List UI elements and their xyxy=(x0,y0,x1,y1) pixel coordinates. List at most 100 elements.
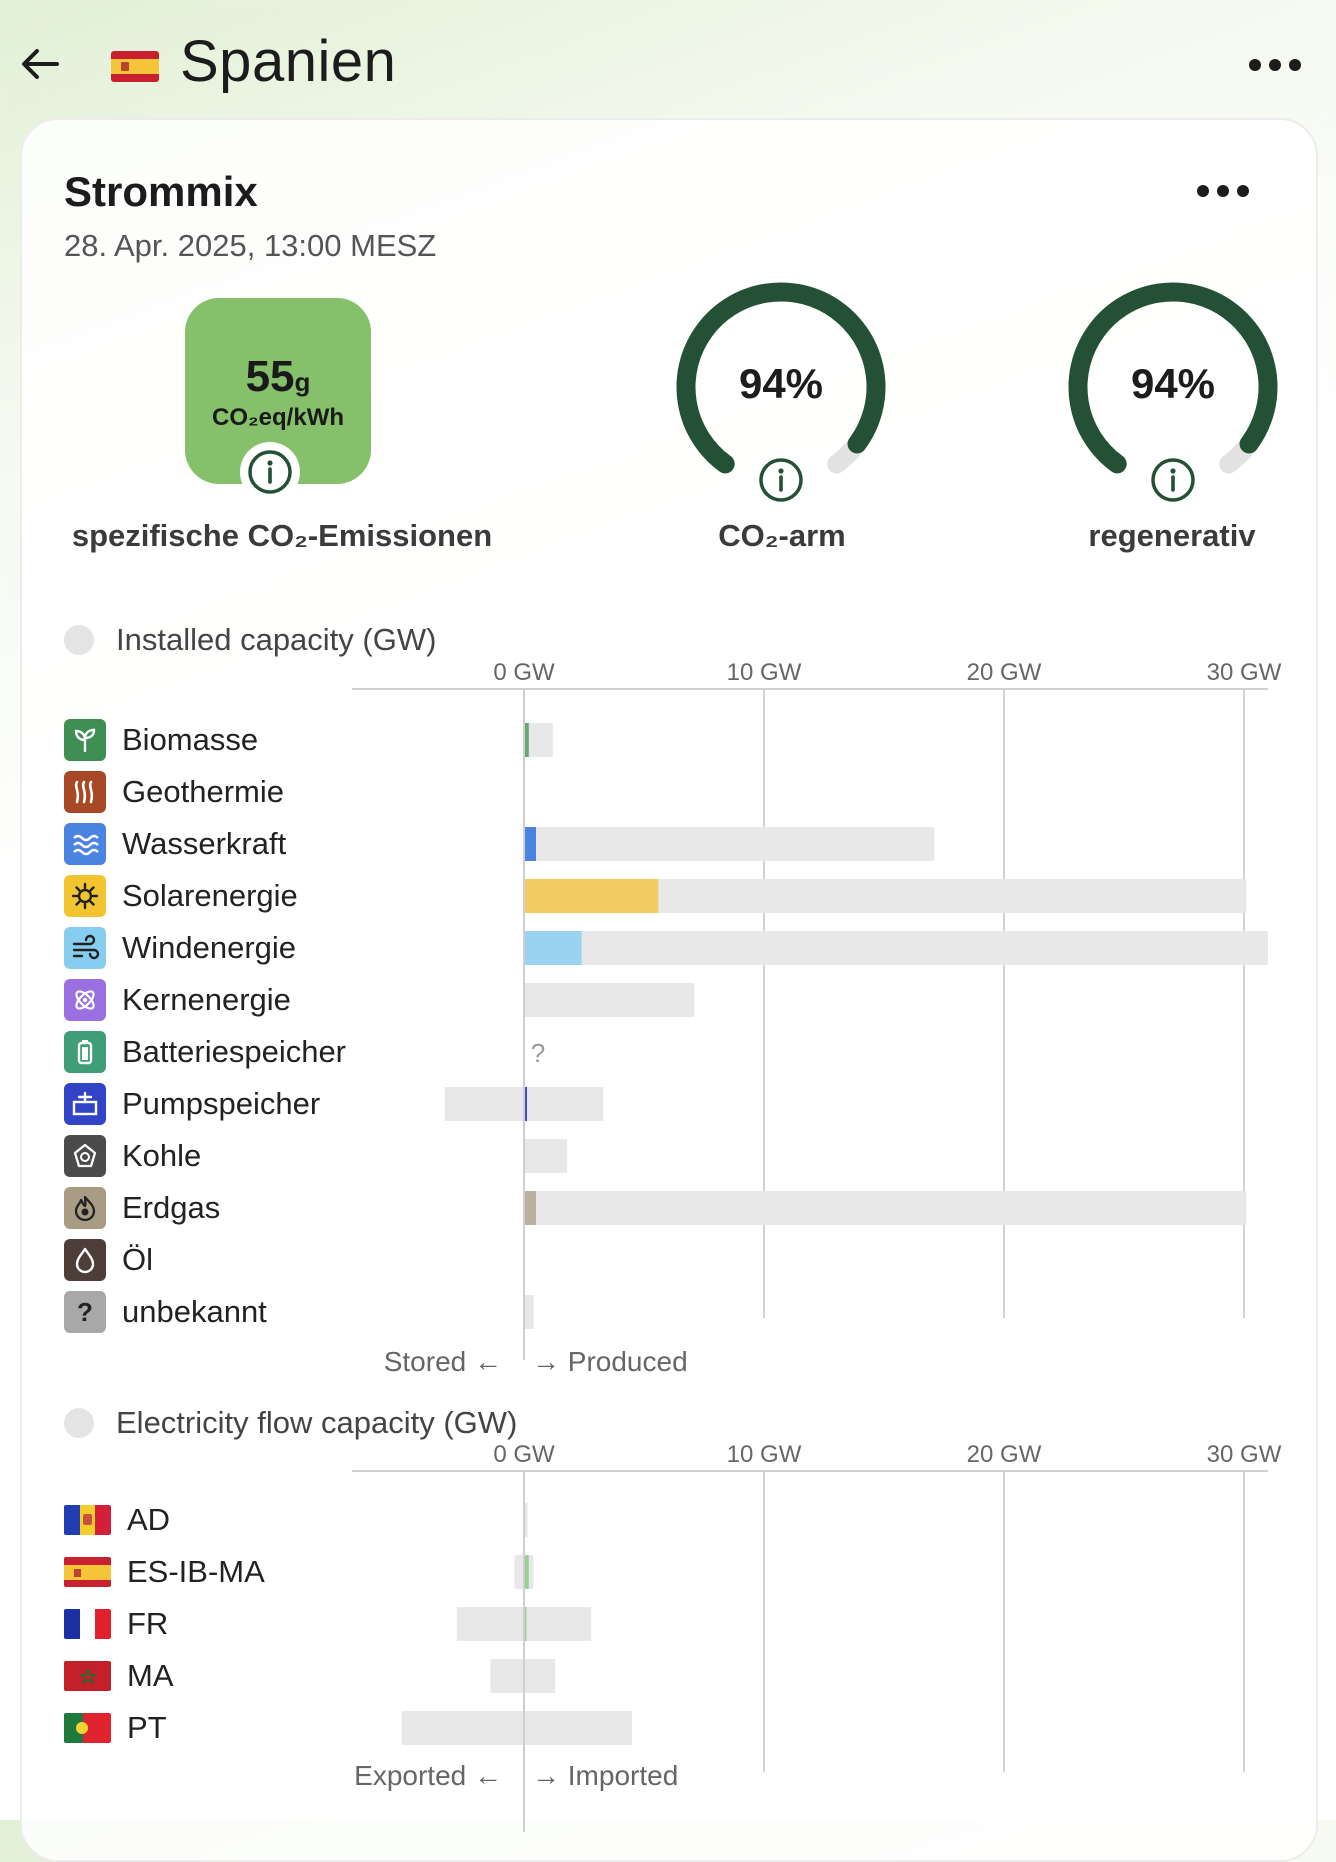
tick-label: 20 GW xyxy=(967,660,1042,686)
source-row-gas: Erdgas xyxy=(64,1186,220,1230)
source-label: Biomasse xyxy=(122,722,259,757)
page-title: Spanien xyxy=(180,29,397,94)
tick-label: 10 GW xyxy=(727,660,802,686)
import-bar xyxy=(524,1503,528,1537)
installed-capacity-chart: 0 GW 10 GW 20 GW 30 GW? xyxy=(352,660,1282,1360)
radio-button[interactable] xyxy=(64,1408,94,1438)
card-more-button[interactable] xyxy=(1188,166,1258,216)
installed-bar xyxy=(524,1295,534,1329)
emissions-info-button[interactable] xyxy=(240,442,300,502)
card-timestamp: 28. Apr. 2025, 13:00 MESZ xyxy=(64,228,437,263)
country-row-ma: MA xyxy=(64,1654,174,1698)
low-carbon-gauge xyxy=(676,282,886,482)
export-bar xyxy=(514,1555,524,1589)
source-row-wind: Windenergie xyxy=(64,926,296,970)
export-bar xyxy=(490,1659,524,1693)
source-label: Solarenergie xyxy=(122,878,298,913)
export-bar xyxy=(456,1607,524,1641)
country-label: AD xyxy=(127,1502,171,1537)
more-icon xyxy=(1197,185,1249,197)
app-header: Spanien xyxy=(0,0,1336,120)
renewable-label: regenerativ xyxy=(1088,518,1256,553)
electricity-mix-card: Strommix 28. Apr. 2025, 13:00 MESZ 55g C… xyxy=(20,118,1318,1862)
country-label: MA xyxy=(127,1658,174,1693)
back-arrow-icon xyxy=(22,49,59,79)
installed-bar xyxy=(524,827,935,861)
pumped-storage-icon xyxy=(64,1083,106,1125)
stored-bar xyxy=(444,1087,524,1121)
source-label: Kernenergie xyxy=(122,982,291,1017)
source-label: Geothermie xyxy=(122,774,284,809)
produced-bar xyxy=(524,723,529,757)
back-button[interactable] xyxy=(14,36,66,92)
produced-bar xyxy=(524,1191,536,1225)
tick-label: 0 GW xyxy=(493,660,555,686)
source-row-biomass: Biomasse xyxy=(64,718,258,762)
tick-label: 0 GW xyxy=(493,1442,555,1468)
country-row-fr: FR xyxy=(64,1602,168,1646)
renewable-gauge xyxy=(1068,282,1278,482)
emissions-value: 55 xyxy=(245,352,295,401)
country-row-pt: PT xyxy=(64,1706,167,1750)
info-icon xyxy=(1151,458,1195,502)
source-row-battery: Batteriespeicher xyxy=(64,1030,346,1074)
source-label: Batteriespeicher xyxy=(122,1034,347,1069)
source-row-solar: Solarenergie xyxy=(64,874,298,918)
source-row-unknown: ? unbekannt xyxy=(64,1290,267,1334)
import-bar xyxy=(524,1659,556,1693)
source-label: Wasserkraft xyxy=(122,826,287,861)
info-icon xyxy=(759,458,803,502)
renewable-info-button[interactable] xyxy=(1143,450,1203,510)
spain-flag-icon xyxy=(111,51,159,82)
flow-capacity-heading: Electricity flow capacity (GW) xyxy=(116,1405,518,1440)
emissions-label: spezifische CO₂-Emissionen xyxy=(71,518,493,553)
source-row-nuclear: Kernenergie xyxy=(64,978,291,1022)
radio-button[interactable] xyxy=(64,625,94,655)
oil-drop-icon xyxy=(64,1239,106,1281)
flow-capacity-toggle[interactable]: Electricity flow capacity (GW) xyxy=(64,1405,517,1441)
battery-icon xyxy=(64,1031,106,1073)
tick-label: 30 GW xyxy=(1207,660,1282,686)
installed-bar xyxy=(524,983,695,1017)
low-carbon-info-button[interactable] xyxy=(751,450,811,510)
andorra-flag-icon xyxy=(64,1505,111,1535)
export-bar xyxy=(401,1711,524,1745)
imported-note: → Imported xyxy=(532,1760,679,1791)
flow-bar xyxy=(524,1555,529,1589)
produced-bar xyxy=(524,931,582,965)
more-icon xyxy=(1249,59,1301,71)
produced-bar xyxy=(524,827,536,861)
low-carbon-value: 94% xyxy=(738,360,824,407)
country-label: ES-IB-MA xyxy=(127,1554,265,1589)
exported-note: Exported ← xyxy=(354,1760,502,1791)
coal-icon xyxy=(64,1135,106,1177)
source-row-hydro: Wasserkraft xyxy=(64,822,286,866)
installed-bar xyxy=(524,931,1268,965)
stored-note: Stored ← xyxy=(383,1346,502,1377)
source-row-geothermal: Geothermie xyxy=(64,770,284,814)
unknown-question-icon: ? xyxy=(64,1291,106,1333)
country-row-es-ib-ma: ES-IB-MA xyxy=(64,1550,265,1594)
source-row-pumped-storage: Pumpspeicher xyxy=(64,1082,320,1126)
more-options-button[interactable] xyxy=(1240,40,1310,90)
installed-bar xyxy=(524,1139,568,1173)
gauge-arc xyxy=(676,282,886,482)
morocco-flag-icon xyxy=(64,1661,111,1691)
installed-capacity-heading: Installed capacity (GW) xyxy=(116,622,437,657)
produced-note: → Produced xyxy=(532,1346,688,1377)
flow-bar xyxy=(524,1607,527,1641)
low-carbon-label: CO₂-arm xyxy=(718,518,846,553)
gauge-arc xyxy=(1068,282,1278,482)
source-label: Öl xyxy=(122,1242,153,1277)
renewable-value: 94% xyxy=(1130,360,1216,407)
import-bar xyxy=(524,1711,632,1745)
country-row-ad: AD xyxy=(64,1498,170,1542)
hydro-waves-icon xyxy=(64,823,106,865)
installed-bar xyxy=(524,1191,1247,1225)
biomass-leaf-icon xyxy=(64,719,106,761)
emissions-unit-g: g xyxy=(294,367,311,397)
tick-label: 20 GW xyxy=(967,1442,1042,1468)
installed-capacity-toggle[interactable]: Installed capacity (GW) xyxy=(64,622,436,658)
produced-bar xyxy=(524,1087,527,1121)
tick-label: 30 GW xyxy=(1207,1442,1282,1468)
